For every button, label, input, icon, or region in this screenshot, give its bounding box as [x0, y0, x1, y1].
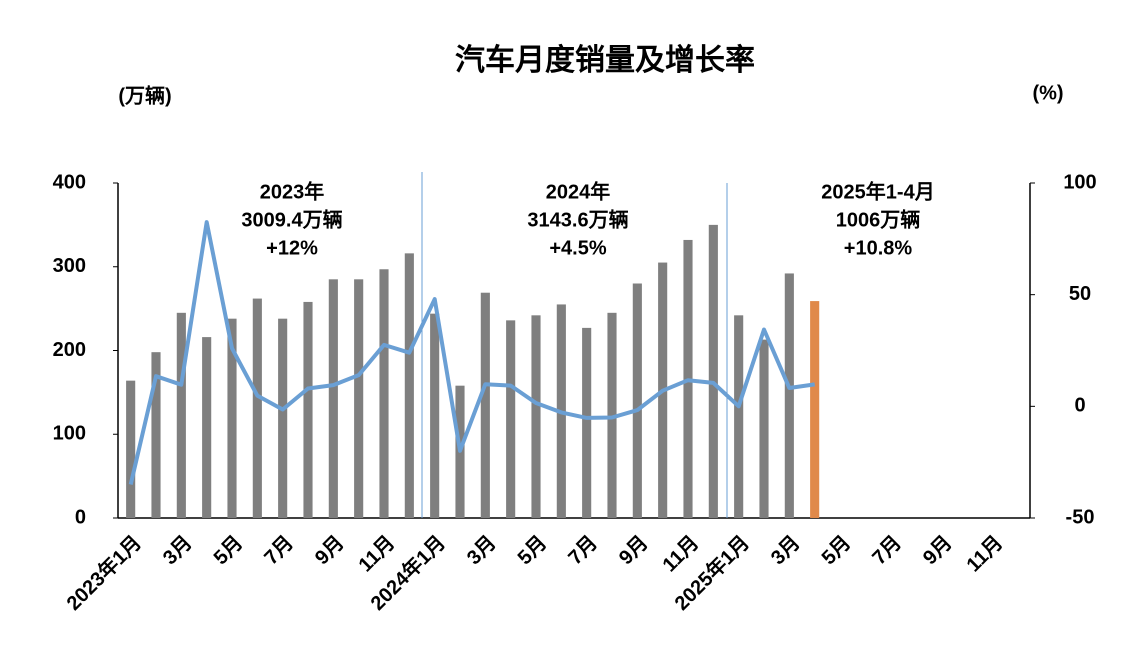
- bar: [227, 318, 237, 518]
- y-tick-label: 300: [53, 255, 86, 277]
- x-tick-label: 9月: [615, 532, 653, 570]
- bar: [404, 253, 414, 518]
- y2-tick-label: 0: [1074, 395, 1085, 417]
- x-tick-label: 7月: [260, 532, 298, 570]
- bar: [176, 312, 186, 518]
- y2-tick-label: 50: [1069, 283, 1091, 305]
- period-annotation: 2025年1-4月: [821, 179, 934, 203]
- bar: [480, 292, 490, 518]
- bar: [708, 224, 718, 518]
- bar: [734, 315, 744, 518]
- x-tick-label: 3月: [159, 532, 197, 570]
- bar: [354, 279, 364, 518]
- bar: [632, 283, 642, 518]
- y-tick-label: 100: [53, 423, 86, 445]
- x-tick-label: 7月: [564, 532, 602, 570]
- x-tick-label: 7月: [868, 532, 906, 570]
- y2-tick-label: 100: [1063, 171, 1096, 193]
- x-tick-label: 11月: [659, 532, 704, 577]
- bar: [506, 320, 516, 518]
- growth-line: [128, 220, 815, 485]
- x-tick-label: 3月: [463, 532, 501, 570]
- period-annotation: 2023年: [260, 179, 325, 203]
- x-tick-label: 11月: [355, 532, 400, 577]
- bar: [430, 313, 440, 518]
- period-annotation: 1006万辆: [836, 207, 921, 231]
- y-axis-label: (万辆): [118, 83, 171, 107]
- y-tick-label: 400: [53, 171, 86, 193]
- x-tick-label: 5月: [210, 532, 248, 570]
- x-tick-label: 9月: [311, 532, 349, 570]
- y2-tick-label: -50: [1066, 506, 1095, 528]
- x-tick-label: 5月: [818, 532, 856, 570]
- period-annotation: 3143.6万辆: [527, 207, 628, 231]
- x-tick-label: 5月: [514, 532, 552, 570]
- bar: [531, 315, 541, 518]
- period-annotation: +4.5%: [549, 237, 606, 259]
- x-tick-label: 2023年1月: [61, 530, 146, 615]
- bar: [252, 298, 262, 518]
- bar: [126, 380, 136, 518]
- chart-title: 汽车月度销量及增长率: [455, 43, 755, 77]
- period-annotation: +12%: [266, 237, 318, 259]
- bar: [810, 301, 820, 518]
- x-tick-label: 9月: [919, 532, 957, 570]
- period-annotation: 3009.4万辆: [241, 207, 342, 231]
- bar: [328, 279, 338, 518]
- bar: [278, 318, 288, 518]
- bar: [151, 352, 161, 518]
- y-tick-label: 0: [75, 506, 86, 528]
- bar: [303, 301, 313, 518]
- y-tick-label: 200: [53, 339, 86, 361]
- bar: [759, 339, 769, 518]
- bar: [582, 327, 592, 518]
- bar: [379, 269, 389, 518]
- bar: [202, 337, 212, 518]
- period-annotation: +10.8%: [844, 237, 913, 259]
- period-annotation: 2024年: [546, 179, 611, 203]
- bar: [784, 273, 794, 518]
- x-tick-label: 3月: [767, 532, 805, 570]
- x-tick-label: 11月: [963, 532, 1008, 577]
- bar: [607, 312, 617, 518]
- y2-axis-label: (%): [1032, 82, 1063, 104]
